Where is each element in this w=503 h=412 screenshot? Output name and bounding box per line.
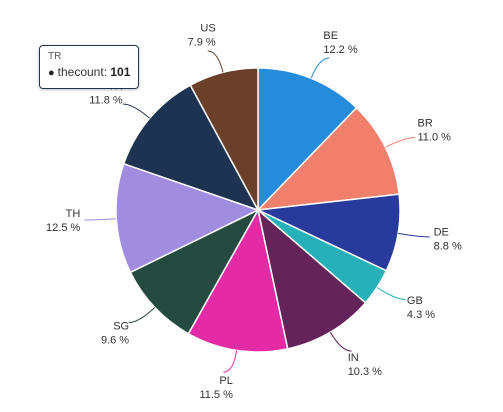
pie-slice-sg[interactable]: [129, 208, 260, 335]
tooltip-title: TR: [48, 51, 62, 62]
slice-percent-sg: 9.6 %: [101, 335, 129, 347]
slice-label-th: TH: [66, 208, 81, 220]
slice-percent-th: 12.5 %: [46, 222, 80, 234]
slice-label-pl: PL: [219, 375, 232, 387]
slice-percent-pl: 11.5 %: [199, 389, 233, 401]
pie-slices: [115, 67, 401, 353]
tooltip: TR ● thecount: 101: [39, 45, 139, 89]
slice-label-gb: GB: [407, 295, 423, 307]
tooltip-row: ● thecount: 101: [48, 63, 130, 82]
leader-lines: [84, 50, 430, 373]
slice-labels: BE 12.2 % BR 11.0 % DE 8.8 % GB 4.3 % IN 10.3 % PL…: [46, 23, 462, 402]
leader-line-be: [310, 57, 330, 79]
tooltip-separator: :: [103, 65, 111, 79]
leader-line-de: [397, 232, 430, 238]
slice-label-br: BR: [418, 118, 433, 130]
slice-label-de: DE: [434, 227, 449, 239]
leader-line-us: [207, 50, 224, 73]
slice-percent-us: 7.9 %: [188, 37, 216, 49]
slice-label-sg: SG: [113, 321, 129, 333]
slice-percent-br: 11.0 %: [418, 132, 452, 144]
pie-slice-be[interactable]: [257, 67, 358, 212]
tooltip-value: 101: [110, 65, 131, 79]
leader-line-sg: [128, 307, 156, 324]
leader-line-pl: [223, 350, 238, 373]
slice-percent-gb: 4.3 %: [407, 309, 435, 321]
tooltip-marker-icon: ●: [48, 67, 55, 79]
leader-line-tr: [122, 103, 150, 119]
slice-percent-in: 10.3 %: [348, 366, 382, 378]
slice-percent-de: 8.8 %: [434, 241, 462, 253]
leader-line-br: [385, 137, 416, 148]
leader-line-th: [84, 218, 117, 221]
leader-line-gb: [376, 287, 406, 300]
slice-percent-be: 12.2 %: [323, 44, 357, 56]
slice-label-us: US: [200, 23, 215, 35]
slice-label-be: BE: [323, 30, 338, 42]
pie-slice-tr[interactable]: [122, 84, 260, 212]
leader-line-in: [329, 331, 352, 352]
tooltip-series-name: thecount: [57, 65, 104, 79]
slice-label-in: IN: [348, 352, 359, 364]
pie-slice-pl[interactable]: [187, 207, 289, 353]
slice-percent-tr: 11.8 %: [89, 95, 123, 107]
